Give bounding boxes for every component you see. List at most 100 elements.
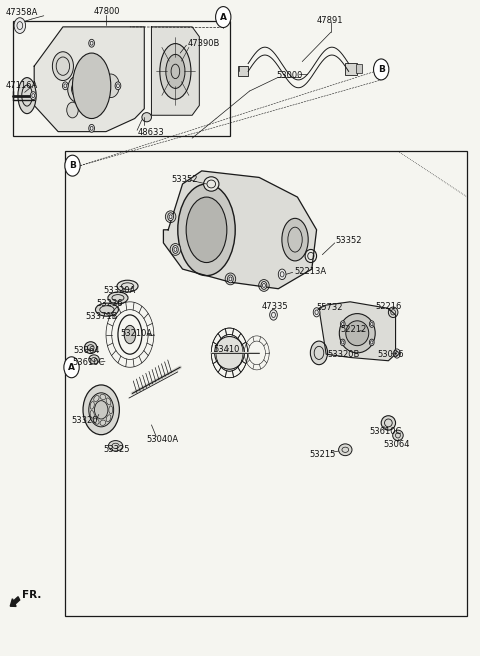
Text: 53352: 53352 <box>171 175 198 184</box>
Bar <box>12 21 230 136</box>
Text: 53040A: 53040A <box>147 435 179 443</box>
Circle shape <box>311 341 327 365</box>
Text: 53610C: 53610C <box>72 358 105 367</box>
Ellipse shape <box>381 416 396 430</box>
Text: 53320B: 53320B <box>327 350 360 359</box>
Ellipse shape <box>305 249 317 262</box>
Ellipse shape <box>388 307 398 318</box>
Ellipse shape <box>259 279 269 291</box>
Circle shape <box>30 92 36 100</box>
Bar <box>65 152 468 616</box>
Circle shape <box>68 76 87 102</box>
Polygon shape <box>152 27 199 115</box>
Text: 53610C: 53610C <box>369 427 402 436</box>
Bar <box>356 64 362 73</box>
Ellipse shape <box>186 197 227 262</box>
Circle shape <box>370 339 374 346</box>
Ellipse shape <box>100 420 106 425</box>
Circle shape <box>89 125 95 133</box>
Text: 47891: 47891 <box>317 16 343 25</box>
Circle shape <box>14 18 25 33</box>
Circle shape <box>270 310 277 320</box>
Ellipse shape <box>166 54 185 89</box>
Circle shape <box>89 39 95 47</box>
Text: 53000: 53000 <box>276 71 302 80</box>
Text: FR.: FR. <box>22 590 42 600</box>
Circle shape <box>373 59 389 80</box>
Circle shape <box>62 82 68 90</box>
Text: 53410: 53410 <box>214 345 240 354</box>
Text: 53064: 53064 <box>384 440 410 449</box>
Ellipse shape <box>142 113 152 122</box>
Circle shape <box>168 213 173 220</box>
Text: 48633: 48633 <box>138 128 164 136</box>
Ellipse shape <box>170 243 180 255</box>
Ellipse shape <box>204 176 219 191</box>
FancyArrow shape <box>10 597 20 606</box>
Ellipse shape <box>165 211 176 222</box>
Text: 47800: 47800 <box>94 7 120 16</box>
Circle shape <box>115 82 121 90</box>
Ellipse shape <box>18 77 36 113</box>
Text: 53215: 53215 <box>309 450 336 459</box>
Text: B: B <box>378 65 384 74</box>
Text: A: A <box>68 363 75 372</box>
Ellipse shape <box>124 325 136 344</box>
Circle shape <box>102 74 120 98</box>
Text: 52213A: 52213A <box>295 267 327 276</box>
Bar <box>345 63 357 75</box>
Text: 47116A: 47116A <box>5 81 38 91</box>
Text: 53320A: 53320A <box>104 285 136 295</box>
Circle shape <box>370 321 374 327</box>
Circle shape <box>64 357 79 378</box>
Ellipse shape <box>106 398 111 405</box>
Text: 47390B: 47390B <box>187 39 220 48</box>
Ellipse shape <box>117 280 138 292</box>
Circle shape <box>172 245 178 253</box>
Ellipse shape <box>72 53 111 119</box>
Ellipse shape <box>393 430 403 441</box>
Text: 53371B: 53371B <box>85 312 118 321</box>
Text: 53325: 53325 <box>104 445 130 454</box>
Ellipse shape <box>339 314 375 353</box>
Text: B: B <box>69 161 76 170</box>
Circle shape <box>88 58 105 81</box>
Text: 53064: 53064 <box>73 346 100 355</box>
Circle shape <box>216 7 231 28</box>
Circle shape <box>394 349 400 358</box>
Circle shape <box>83 385 120 435</box>
Text: A: A <box>220 12 227 22</box>
Circle shape <box>278 269 286 279</box>
Text: 53210A: 53210A <box>120 329 153 338</box>
Ellipse shape <box>96 303 119 316</box>
Circle shape <box>261 281 267 289</box>
Ellipse shape <box>160 43 191 99</box>
Ellipse shape <box>225 273 236 285</box>
Ellipse shape <box>108 441 123 451</box>
Circle shape <box>340 321 345 327</box>
Circle shape <box>228 275 233 283</box>
Text: 52216: 52216 <box>375 302 401 311</box>
Ellipse shape <box>84 342 97 354</box>
Polygon shape <box>163 171 317 289</box>
Ellipse shape <box>178 184 235 276</box>
Ellipse shape <box>338 444 352 456</box>
Ellipse shape <box>90 411 94 418</box>
Text: 52212: 52212 <box>340 325 367 335</box>
Text: 53320: 53320 <box>72 417 98 426</box>
Text: 47335: 47335 <box>262 302 288 311</box>
Text: 47358A: 47358A <box>5 8 38 17</box>
Ellipse shape <box>346 321 369 346</box>
Circle shape <box>89 393 114 427</box>
Text: 53086: 53086 <box>377 350 404 359</box>
Ellipse shape <box>109 406 113 414</box>
Ellipse shape <box>100 394 106 400</box>
Circle shape <box>65 155 80 176</box>
Circle shape <box>89 95 104 116</box>
Text: 53352: 53352 <box>336 236 362 245</box>
Polygon shape <box>34 27 144 132</box>
Ellipse shape <box>108 292 128 304</box>
Polygon shape <box>319 302 396 361</box>
Ellipse shape <box>89 355 99 364</box>
Ellipse shape <box>106 415 111 422</box>
